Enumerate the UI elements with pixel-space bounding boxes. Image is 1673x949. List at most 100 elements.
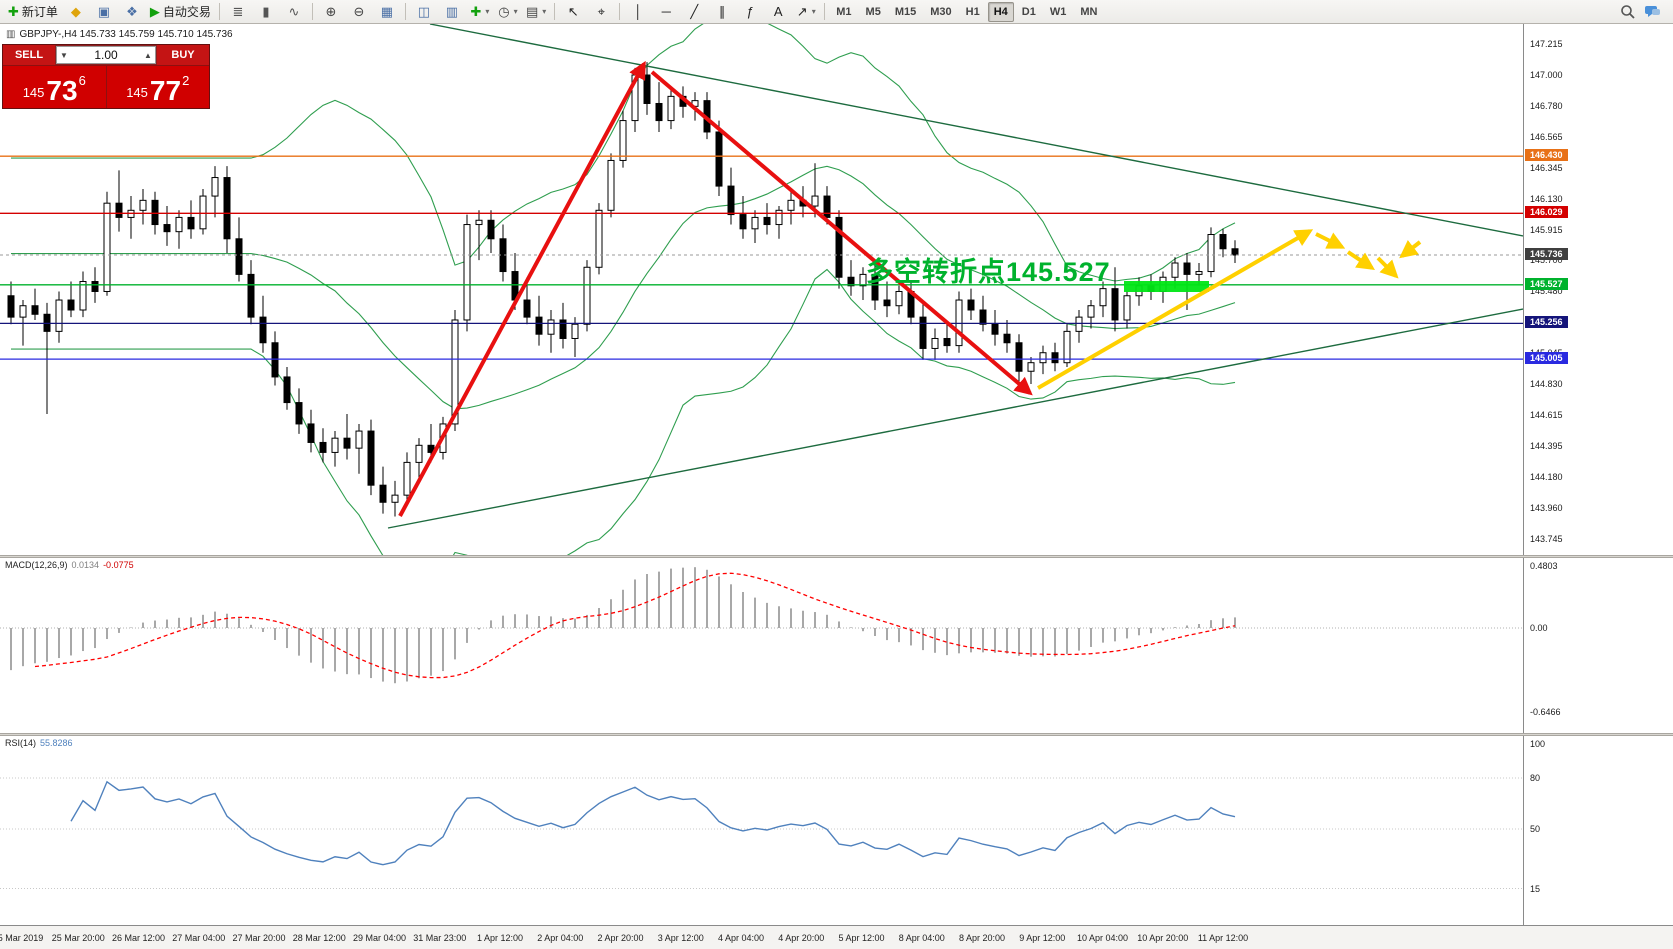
volume-value[interactable]: 1.00 bbox=[94, 48, 118, 62]
timeframe-h1[interactable]: H1 bbox=[965, 5, 980, 18]
price-tick: 146.565 bbox=[1530, 131, 1563, 142]
crosshair-button[interactable]: ⌖ bbox=[587, 1, 615, 23]
templates-icon: ▤ bbox=[525, 4, 539, 19]
time-axis[interactable]: 25 Mar 2019 25 Mar 20:00 26 Mar 12:00 27 Ma… bbox=[0, 925, 1673, 949]
time-axis-label: 29 Mar 04:00 bbox=[352, 933, 407, 943]
timeframe-w1[interactable]: W1 bbox=[1049, 5, 1067, 18]
price-tick: 147.000 bbox=[1530, 70, 1563, 80]
periods-button[interactable]: ◷ ▾ bbox=[494, 1, 522, 23]
zoom-out-button[interactable]: ⊖ bbox=[345, 1, 373, 23]
macd-scale-tick: 0.4803 bbox=[1530, 560, 1558, 571]
volume-up-icon[interactable]: ▲ bbox=[144, 50, 152, 60]
time-axis-label: 25 Mar 2019 bbox=[0, 933, 44, 943]
mini-chart-icon: ▥ bbox=[6, 29, 16, 40]
timeframe-h4[interactable]: H4 bbox=[987, 1, 1014, 22]
rsi-label: RSI(14) 55.8286 bbox=[5, 738, 73, 748]
panel-separator[interactable] bbox=[0, 733, 1673, 736]
templates-button[interactable]: ▤ ▾ bbox=[522, 1, 550, 23]
metaeditor-button[interactable]: ◆ bbox=[62, 1, 90, 23]
bar-chart-button[interactable]: ≣ bbox=[224, 1, 252, 23]
market-watch-button[interactable]: ▣ bbox=[90, 1, 118, 23]
vertical-line-button[interactable]: │ bbox=[624, 1, 652, 23]
symbol-ohlc-text: GBPJPY-,H4 145.733 145.759 145.710 145.7… bbox=[19, 29, 233, 40]
price-tick: 145.915 bbox=[1530, 224, 1563, 235]
periods-icon: ◷ bbox=[498, 4, 510, 19]
symbol-info: ▥ GBPJPY-,H4 145.733 145.759 145.710 145… bbox=[6, 29, 233, 40]
channel-button[interactable]: ∥ bbox=[708, 1, 736, 23]
volume-down-icon[interactable]: ▼ bbox=[60, 50, 68, 60]
timeframe-d1[interactable]: D1 bbox=[1021, 5, 1036, 18]
horizontal-line-icon: ─ bbox=[661, 4, 671, 19]
rsi-scale-tick: 50 bbox=[1530, 824, 1541, 834]
price-tick: 146.130 bbox=[1530, 193, 1563, 204]
cascade-windows-button[interactable]: ◫ bbox=[410, 1, 438, 23]
price-axis[interactable]: 147.215 147.000 146.780 146.565 146.345 146.1… bbox=[1523, 24, 1673, 555]
time-axis-label: 11 Apr 12:00 bbox=[1197, 933, 1249, 943]
candlestick-icon: ▮ bbox=[262, 4, 270, 19]
toolbar: ✚ 新订单 ◆ ▣ ❖ ▶ 自动交易 ≣ ▮ ∿ ⊕ ⊖ ▦ ◫ ▥ ✚ ▾ ◷ ▾ ▤ ▾ ↖ ⌖ │ ─ ╱ ∥ ƒ A ↗ ▾ M1 M5… bbox=[0, 0, 1673, 24]
price-chart-canvas[interactable] bbox=[0, 24, 1523, 555]
macd-label: MACD(12,26,9) 0.0134 -0.0775 bbox=[5, 560, 134, 570]
community-chat-icon[interactable] bbox=[1644, 4, 1661, 20]
channel-icon: ∥ bbox=[719, 4, 726, 19]
trendline-button[interactable]: ╱ bbox=[680, 1, 708, 23]
candlestick-chart-button[interactable]: ▮ bbox=[252, 1, 280, 23]
time-axis-label: 5 Apr 12:00 bbox=[838, 933, 885, 943]
time-axis-label: 27 Mar 20:00 bbox=[232, 933, 286, 943]
panel-separator[interactable] bbox=[0, 555, 1673, 558]
text-icon: A bbox=[773, 4, 783, 19]
fibonacci-button[interactable]: ƒ bbox=[736, 1, 764, 23]
price-tick: 144.615 bbox=[1530, 409, 1563, 420]
sell-price-button[interactable]: 145 73 6 bbox=[3, 66, 106, 108]
buy-button[interactable]: BUY bbox=[157, 45, 209, 65]
sell-button[interactable]: SELL bbox=[3, 45, 55, 65]
data-window-button[interactable]: ❖ bbox=[118, 1, 146, 23]
horizontal-line-button[interactable]: ─ bbox=[652, 1, 680, 23]
time-axis-label: 3 Apr 12:00 bbox=[657, 933, 704, 943]
tile-windows-button[interactable]: ▦ bbox=[373, 1, 401, 23]
macd-axis[interactable]: 0.4803 0.00 -0.6466 bbox=[1523, 558, 1673, 733]
rsi-canvas bbox=[0, 777, 1523, 889]
rsi-panel[interactable]: RSI(14) 55.8286 100 80 50 15 bbox=[0, 736, 1673, 925]
time-axis-label: 28 Mar 12:00 bbox=[292, 933, 346, 943]
new-order-button[interactable]: ✚ 新订单 bbox=[4, 1, 62, 23]
autotrading-button[interactable]: ▶ 自动交易 bbox=[146, 1, 215, 23]
bar-chart-icon: ≣ bbox=[232, 4, 244, 19]
timeframe-m1[interactable]: M1 bbox=[836, 5, 852, 18]
time-axis-label: 27 Mar 04:00 bbox=[172, 933, 226, 943]
buy-price-button[interactable]: 145 77 2 bbox=[107, 66, 210, 108]
vertical-line-icon: │ bbox=[634, 4, 643, 19]
line-chart-button[interactable]: ∿ bbox=[280, 1, 308, 23]
volume-stepper[interactable]: ▼ 1.00 ▲ bbox=[56, 46, 156, 64]
cascade-windows-icon: ◫ bbox=[417, 4, 431, 19]
time-axis-label: 25 Mar 20:00 bbox=[51, 933, 105, 943]
arrange-windows-button[interactable]: ▥ bbox=[438, 1, 466, 23]
timeframe-mn[interactable]: MN bbox=[1080, 5, 1098, 18]
autotrading-button-label: 自动交易 bbox=[162, 5, 211, 19]
cursor-button[interactable]: ↖ bbox=[559, 1, 587, 23]
price-tick: 144.395 bbox=[1530, 441, 1563, 451]
time-axis-label: 2 Apr 04:00 bbox=[537, 933, 584, 943]
arrows-button[interactable]: ↗ ▾ bbox=[792, 1, 820, 23]
price-tick: 143.745 bbox=[1530, 533, 1563, 544]
rsi-axis[interactable]: 100 80 50 15 bbox=[1523, 736, 1673, 925]
macd-canvas bbox=[0, 567, 1523, 684]
search-icon[interactable] bbox=[1620, 4, 1636, 20]
timeframe-m5[interactable]: M5 bbox=[865, 5, 881, 18]
crosshair-icon: ⌖ bbox=[597, 4, 605, 19]
indicators-button[interactable]: ✚ ▾ bbox=[466, 1, 494, 23]
text-button[interactable]: A bbox=[764, 1, 792, 23]
price-chart-panel[interactable]: ▥ GBPJPY-,H4 145.733 145.759 145.710 145… bbox=[0, 24, 1673, 555]
toolbar-separator bbox=[554, 3, 556, 20]
timeframe-m30[interactable]: M30 bbox=[930, 5, 952, 18]
arrows-icon: ↗ bbox=[796, 4, 808, 19]
time-axis-label: 31 Mar 23:00 bbox=[413, 933, 467, 943]
timeframe-m15[interactable]: M15 bbox=[894, 5, 917, 18]
macd-panel[interactable]: MACD(12,26,9) 0.0134 -0.0775 0.4803 0.00 -0.… bbox=[0, 558, 1673, 733]
trade-panel-divider bbox=[105, 66, 107, 108]
zoom-in-button[interactable]: ⊕ bbox=[317, 1, 345, 23]
buy-price-big: 77 bbox=[149, 75, 182, 107]
rsi-scale-tick: 15 bbox=[1530, 883, 1541, 894]
indicators-icon: ✚ bbox=[470, 4, 482, 19]
